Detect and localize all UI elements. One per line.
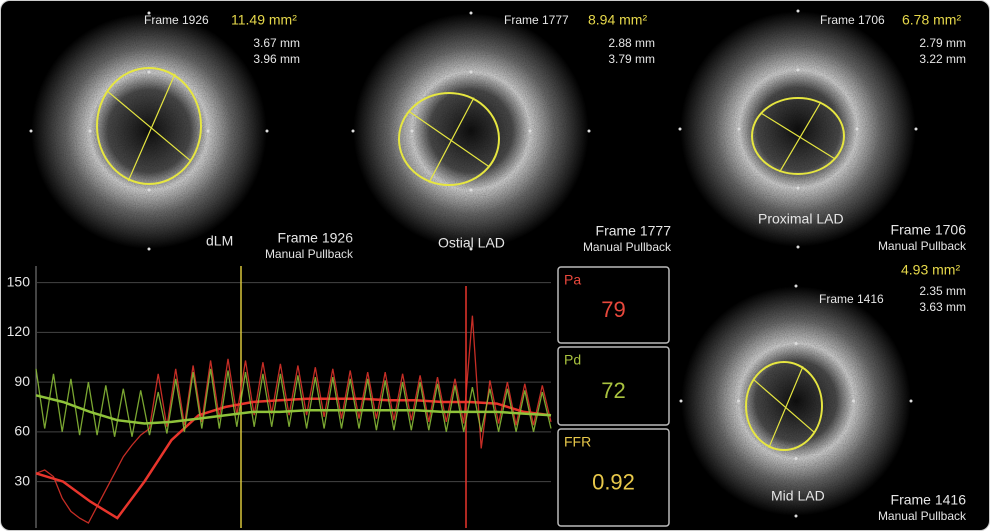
lumen-area: 4.93 mm² [901, 262, 960, 278]
phasic-pressure-line [35, 368, 552, 437]
calibration-dot [469, 11, 473, 15]
readout-label: FFR [564, 434, 591, 450]
calibration-dot [88, 129, 92, 133]
max-diameter: 3.96 mm [253, 52, 300, 66]
max-diameter: 3.79 mm [608, 52, 655, 66]
calibration-dot [147, 188, 151, 192]
y-tick-label: 120 [7, 323, 31, 339]
frame-number: Frame 1926 [144, 13, 209, 27]
lumen-area: 11.49 mm² [231, 12, 297, 28]
footer-mode: Manual Pullback [265, 247, 354, 261]
readout-label: Pd [564, 352, 581, 368]
readout-label: Pa [564, 272, 581, 288]
calibration-dot [852, 399, 855, 403]
calibration-dot [469, 188, 473, 192]
diameter-line [779, 101, 822, 173]
y-tick-label: 150 [7, 273, 31, 289]
calibration-dot [796, 186, 800, 190]
calibration-dot [147, 70, 151, 74]
calibration-dot [796, 245, 800, 249]
frame-number: Frame 1706 [820, 13, 885, 27]
max-diameter: 3.63 mm [919, 300, 966, 314]
calibration-dot [679, 399, 683, 403]
lumen-contour [751, 97, 845, 175]
mean-pressure-line [35, 394, 552, 425]
ivus-speckle [691, 22, 905, 236]
footer-frame: Frame 1416 [891, 492, 967, 508]
frame-number: Frame 1777 [504, 13, 569, 27]
footer-frame: Frame 1706 [891, 222, 967, 238]
calibration-dot [737, 127, 741, 131]
readout-box [557, 266, 670, 344]
calibration-dot [265, 129, 269, 133]
calibration-dot [794, 514, 798, 518]
diameter-line [760, 112, 836, 160]
segment-label: Proximal LAD [758, 211, 844, 227]
readout-value: 79 [601, 297, 625, 322]
ivus-speckle [692, 297, 900, 505]
footer-frame: Frame 1926 [278, 230, 354, 246]
footer-mode: Manual Pullback [878, 239, 967, 253]
calibration-dot [469, 70, 473, 74]
calibration-dot [796, 68, 800, 72]
calibration-dot [855, 127, 859, 131]
calibration-dot [469, 247, 473, 251]
ivus-speckle [364, 24, 578, 238]
calibration-dot [794, 284, 798, 288]
calibration-dot [796, 9, 800, 13]
diameter-line [127, 73, 176, 182]
min-diameter: 2.35 mm [919, 284, 966, 298]
diameter-line [107, 90, 191, 162]
footer-mode: Manual Pullback [583, 240, 672, 254]
lumen-area: 6.78 mm² [902, 12, 961, 28]
calibration-dot [147, 11, 151, 15]
readout-value: 0.92 [592, 469, 635, 494]
ivus-speckle [42, 24, 256, 238]
calibration-dot [351, 129, 355, 133]
y-tick-label: 30 [14, 472, 30, 488]
calibration-dot [909, 399, 913, 403]
min-diameter: 2.79 mm [919, 36, 966, 50]
calibration-dot [794, 342, 798, 345]
diameter-line [408, 110, 490, 168]
segment-label: Ostial LAD [438, 235, 505, 251]
segment-label: Mid LAD [771, 488, 825, 504]
phasic-pressure-line [35, 315, 552, 524]
lumen-contour [745, 361, 823, 451]
calibration-dot [528, 129, 532, 133]
footer-frame: Frame 1777 [596, 223, 672, 239]
calibration-dot [794, 457, 798, 460]
calibration-dot [914, 127, 918, 131]
y-tick-label: 90 [14, 373, 30, 389]
diameter-line [428, 97, 475, 183]
readout-box [557, 346, 670, 426]
lumen-contour [398, 92, 500, 186]
max-diameter: 3.22 mm [919, 52, 966, 66]
calibration-dot [29, 129, 33, 133]
readout-box [557, 428, 670, 527]
calibration-dot [206, 129, 210, 133]
segment-label: dLM [206, 233, 233, 249]
calibration-dot [678, 127, 682, 131]
diameter-line [753, 379, 815, 433]
calibration-dot [737, 399, 740, 403]
calibration-dot [587, 129, 591, 133]
diameter-line [768, 366, 804, 449]
lumen-area: 8.94 mm² [588, 12, 647, 28]
lumen-contour [96, 67, 202, 185]
footer-mode: Manual Pullback [878, 509, 967, 523]
min-diameter: 2.88 mm [608, 36, 655, 50]
calibration-dot [147, 247, 151, 251]
readout-value: 72 [601, 378, 625, 403]
y-tick-label: 60 [14, 423, 30, 439]
min-diameter: 3.67 mm [253, 36, 300, 50]
frame-number: Frame 1416 [819, 292, 884, 306]
calibration-dot [410, 129, 414, 133]
